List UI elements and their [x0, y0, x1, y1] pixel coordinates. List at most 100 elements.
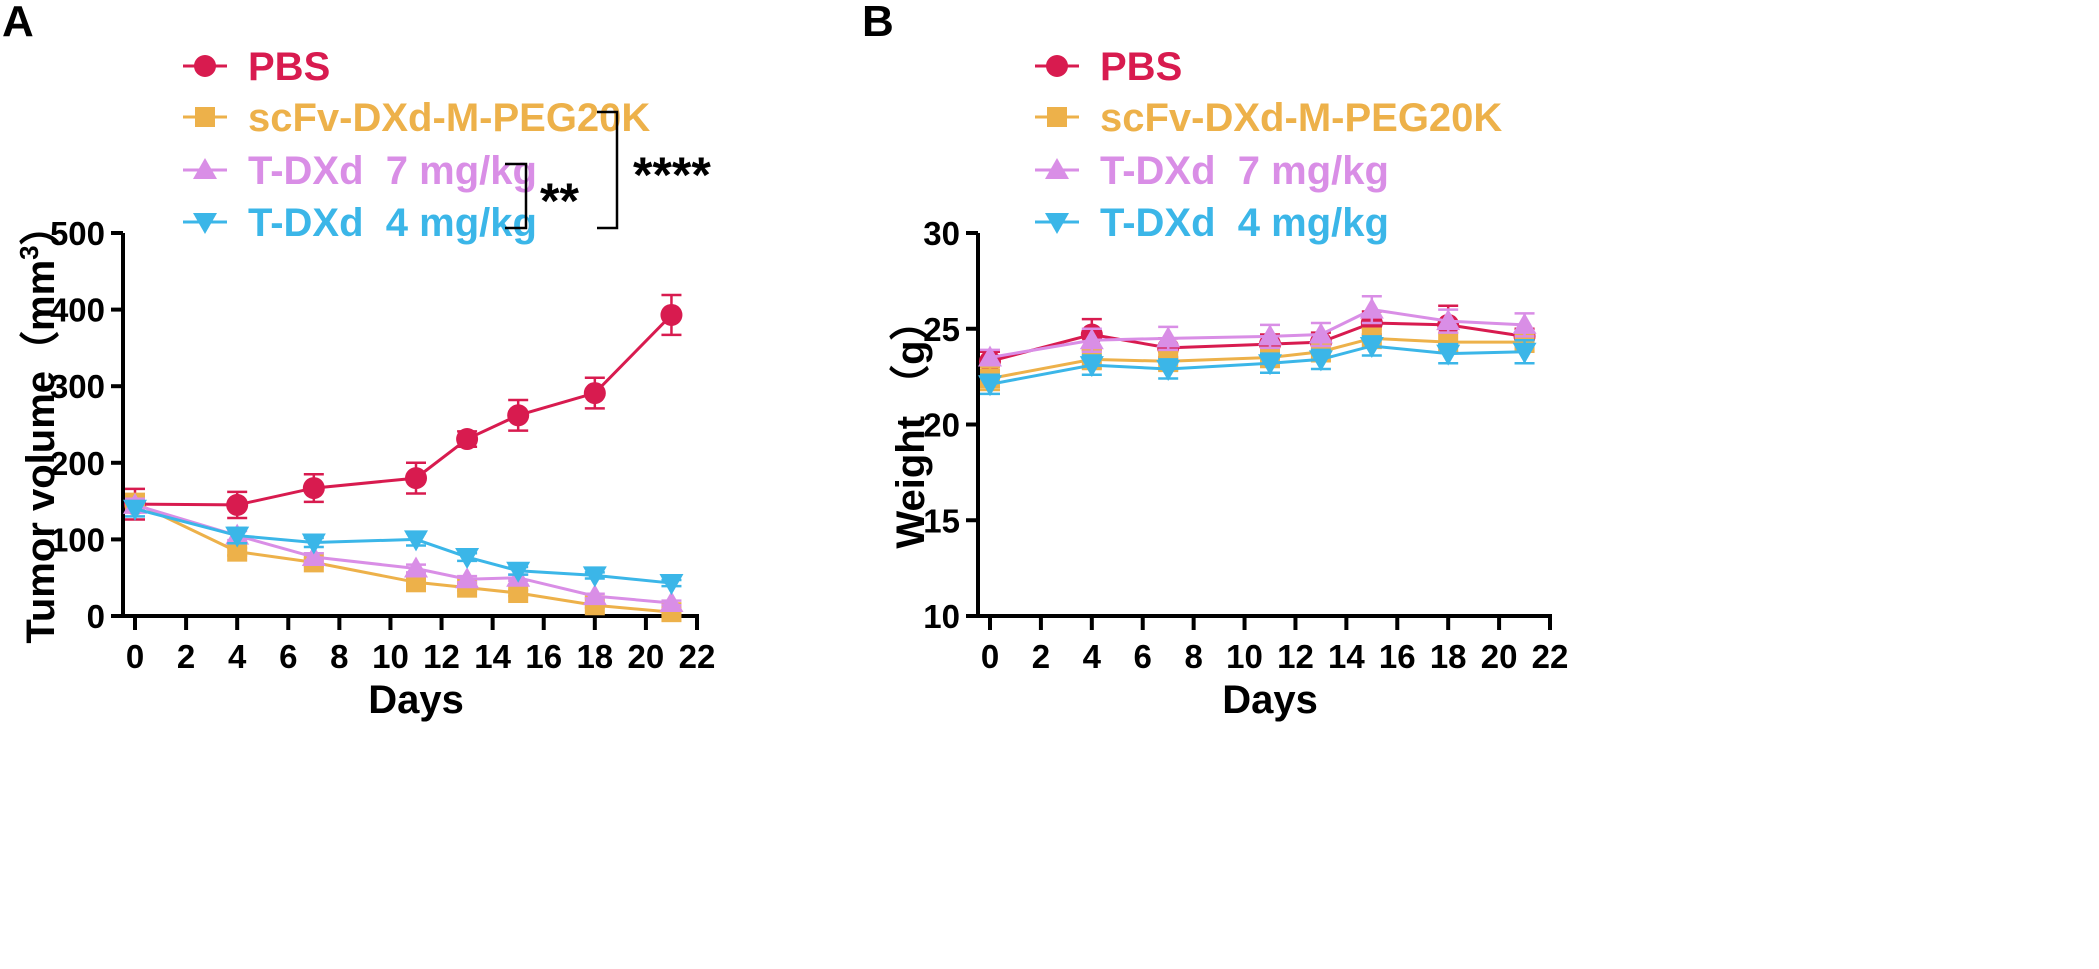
data-point — [1308, 350, 1333, 372]
significance-label: **** — [633, 147, 711, 203]
legend-marker — [1045, 213, 1069, 234]
y-axis-title: Weight （g） — [889, 300, 933, 548]
data-point — [659, 574, 684, 596]
y-tick-label: 300 — [50, 368, 105, 405]
x-tick-label: 8 — [1184, 638, 1202, 675]
x-tick-label: 10 — [372, 638, 409, 675]
x-tick-label: 20 — [1481, 638, 1518, 675]
data-point — [507, 404, 530, 427]
data-point — [660, 303, 683, 326]
data-point — [659, 590, 684, 612]
legend-marker — [1046, 55, 1068, 77]
bracket-line — [597, 110, 619, 230]
legend-item: scFv-DXd-M-PEG20K — [1035, 96, 1502, 140]
data-point — [302, 477, 325, 500]
legend-item: PBS — [183, 45, 330, 89]
data-point — [1359, 336, 1384, 358]
x-tick-label: 18 — [576, 638, 613, 675]
y-tick-label: 400 — [50, 292, 105, 329]
legend-item: T-DXd 7 mg/kg — [183, 149, 537, 193]
series-TDXd7 — [123, 492, 684, 612]
data-point — [123, 499, 147, 521]
legend-marker — [1045, 158, 1069, 179]
panel-b: B 10 15 20 25 30 0 2 4 6 8 10 12 14 16 18 20 22 Days Weight… — [862, 0, 1568, 722]
data-point — [583, 382, 606, 405]
series-line — [989, 336, 1525, 381]
series-line — [989, 321, 1525, 363]
y-tick-label: 0 — [87, 598, 105, 635]
data-point — [508, 583, 529, 604]
x-tick-label: 4 — [1083, 638, 1102, 675]
data-point — [1359, 297, 1384, 319]
series-line — [134, 503, 672, 605]
data-point — [1436, 344, 1461, 366]
y-axis-title: Tumor volume（mm3） — [14, 205, 63, 643]
legend-label: T-DXd 4 mg/kg — [1100, 201, 1389, 245]
data-point — [301, 533, 326, 555]
bracket-line — [505, 162, 528, 230]
series-line — [989, 308, 1525, 359]
legend-marker — [193, 158, 217, 179]
series-TDXd7 — [978, 294, 1537, 367]
legend-marker — [194, 55, 216, 77]
data-point — [456, 428, 479, 451]
data-point — [404, 556, 428, 578]
legend-label: T-DXd 7 mg/kg — [1100, 149, 1389, 193]
y-tick-label: 500 — [50, 215, 105, 252]
y-tick-label: 100 — [50, 521, 105, 558]
data-point — [582, 584, 607, 606]
x-tick-label: 16 — [525, 638, 562, 675]
y-tick-label: 10 — [923, 598, 960, 635]
x-tick-label: 14 — [474, 638, 511, 675]
data-point — [1258, 324, 1282, 346]
x-tick-label: 8 — [330, 638, 348, 675]
data-point — [978, 345, 1002, 367]
data-point — [455, 548, 480, 570]
series-TDXd4 — [123, 499, 684, 596]
data-point — [225, 526, 250, 548]
data-point — [978, 375, 1002, 397]
significance-bracket: **** — [597, 110, 711, 230]
series-line — [989, 344, 1525, 386]
data-point — [404, 530, 428, 552]
y-axis-title-sup: 3 — [14, 245, 44, 259]
panel-letter: B — [862, 0, 894, 46]
x-tick-label: 18 — [1430, 638, 1467, 675]
y-axis-title-end: ） — [19, 205, 63, 245]
data-point — [226, 493, 249, 516]
x-tick-label: 0 — [126, 638, 144, 675]
y-tick-label: 30 — [923, 215, 960, 252]
series-line — [134, 501, 672, 614]
x-tick-label: 0 — [981, 638, 999, 675]
data-point — [1156, 359, 1181, 381]
data-point — [1258, 354, 1282, 376]
x-tick-label: 2 — [177, 638, 195, 675]
legend-item: T-DXd 4 mg/kg — [1035, 201, 1389, 245]
significance-label: ** — [540, 173, 579, 229]
legend-label: PBS — [1100, 45, 1182, 89]
x-tick-label: 14 — [1328, 638, 1365, 675]
legend-item: PBS — [1035, 45, 1182, 89]
y-tick-label: 20 — [923, 407, 960, 444]
series-line — [134, 313, 673, 507]
x-tick-label: 4 — [228, 638, 247, 675]
legend-marker — [193, 213, 217, 234]
data-point — [1512, 342, 1537, 364]
data-point — [1512, 312, 1537, 334]
x-tick-label: 10 — [1226, 638, 1263, 675]
y-axis-title-main: Tumor volume（mm — [19, 260, 63, 644]
legend-label: T-DXd 7 mg/kg — [248, 149, 537, 193]
x-tick-label: 20 — [628, 638, 665, 675]
series-line — [134, 507, 672, 585]
data-point — [1436, 309, 1461, 331]
data-point — [1308, 322, 1333, 344]
x-tick-label: 16 — [1379, 638, 1416, 675]
y-tick-label: 200 — [50, 445, 105, 482]
legend-label: T-DXd 4 mg/kg — [248, 201, 537, 245]
data-point — [1079, 356, 1104, 378]
data-point — [1156, 326, 1181, 348]
significance-bracket: ** — [505, 162, 579, 230]
data-point — [301, 545, 326, 567]
